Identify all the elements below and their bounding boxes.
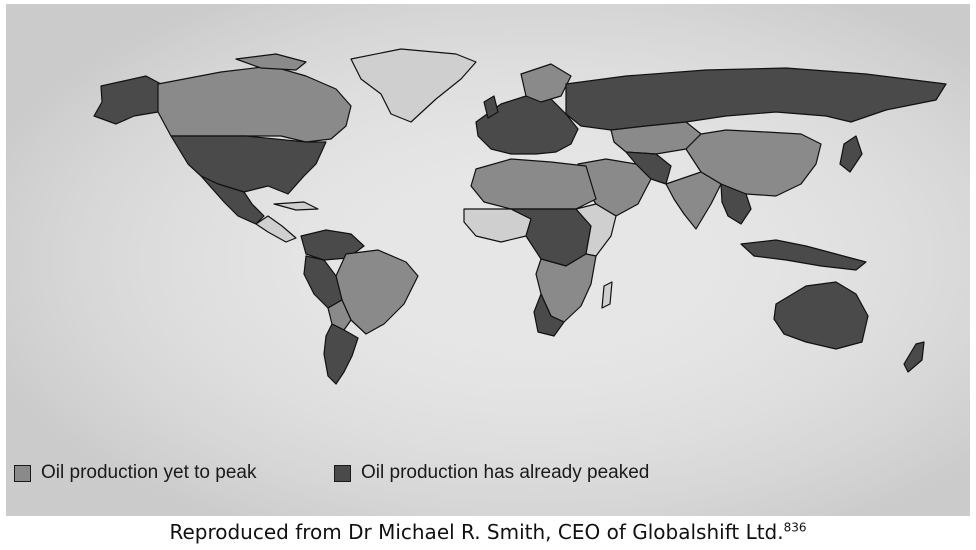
- legend-item-already-peaked: Oil production has already peaked: [334, 462, 649, 484]
- legend-swatch-already-peaked: [334, 464, 351, 482]
- region-uk: [483, 95, 499, 119]
- world-map-svg: [6, 4, 970, 516]
- region-south-africa: [533, 293, 565, 337]
- legend-item-yet-to-peak: Oil production yet to peak: [14, 462, 256, 484]
- region-mexico: [200, 175, 265, 225]
- region-southeast-asia: [720, 183, 752, 225]
- region-southern-africa: [535, 253, 597, 323]
- region-cuba: [273, 201, 319, 211]
- region-arctic-islands: [235, 53, 307, 71]
- region-north-africa: [470, 158, 597, 210]
- region-madagascar: [601, 281, 613, 309]
- region-venezuela: [300, 229, 365, 261]
- region-japan: [839, 135, 863, 173]
- region-greenland: [350, 48, 477, 123]
- region-india: [665, 171, 722, 230]
- region-scandinavia: [520, 63, 572, 103]
- region-russia: [565, 67, 947, 131]
- region-central-america: [255, 215, 297, 243]
- figure-caption: Reproduced from Dr Michael R. Smith, CEO…: [0, 516, 976, 548]
- caption-text: Reproduced from Dr Michael R. Smith, CEO…: [169, 520, 784, 544]
- region-australia: [773, 281, 869, 350]
- region-indonesia: [740, 239, 867, 271]
- caption-reference: 836: [783, 520, 807, 535]
- region-new-zealand: [903, 341, 925, 373]
- region-argentina: [323, 323, 359, 385]
- region-alaska: [93, 75, 162, 125]
- world-map: Oil production yet to peak Oil productio…: [6, 4, 970, 516]
- legend-label-yet-to-peak: Oil production yet to peak: [41, 462, 257, 483]
- legend-swatch-yet-to-peak: [14, 464, 31, 482]
- legend-label-already-peaked: Oil production has already peaked: [361, 462, 650, 483]
- region-bolivia: [327, 299, 352, 331]
- region-east-africa: [575, 203, 617, 257]
